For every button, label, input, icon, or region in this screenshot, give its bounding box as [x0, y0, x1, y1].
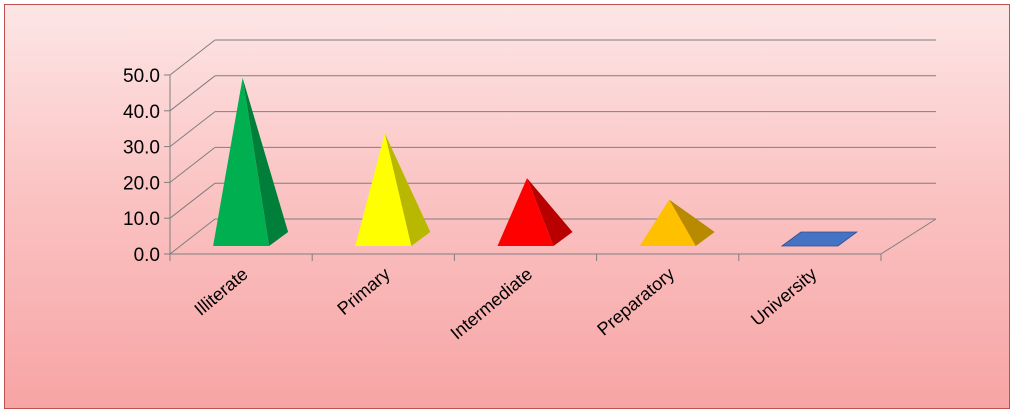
bar-side-preparatory: [669, 199, 715, 246]
floor-edge: [880, 218, 937, 255]
bar-side-intermediate: [527, 178, 573, 246]
grid-diagonal: [169, 182, 216, 219]
y-tick-label: 0.0: [134, 245, 160, 266]
x-tick-label: University: [747, 264, 820, 330]
chart-frame: 0.0 10.0 20.0 30.0 40.0 50.0 Illiterate Primary…: [4, 4, 1010, 409]
bar-side-illiterate: [242, 77, 289, 247]
x-tick-label: Illiterate: [191, 264, 252, 320]
bar-primary: [355, 133, 412, 246]
y-tick-label: 20.0: [123, 173, 160, 194]
grid-diagonal: [169, 147, 216, 183]
grid-diagonal: [169, 218, 216, 255]
bar-university: [780, 231, 859, 247]
pyramid-chart: 0.0 10.0 20.0 30.0 40.0 50.0 Illiterate Primary…: [123, 39, 937, 344]
bar-preparatory: [639, 199, 696, 246]
grid-diagonal: [169, 39, 216, 76]
x-tick-label: Preparatory: [593, 264, 678, 340]
y-tick-label: 50.0: [123, 66, 160, 87]
bar-illiterate: [213, 77, 270, 247]
x-tick-label: Primary: [334, 264, 394, 319]
x-tick-label: Intermediate: [447, 264, 537, 344]
y-tick-label: 10.0: [123, 209, 160, 230]
bar-intermediate: [497, 178, 554, 246]
y-tick-label: 30.0: [123, 138, 160, 159]
grid-diagonal: [169, 111, 216, 147]
y-tick-label: 40.0: [123, 102, 160, 123]
bar-side-primary: [384, 133, 431, 246]
grid-diagonal: [169, 75, 216, 112]
